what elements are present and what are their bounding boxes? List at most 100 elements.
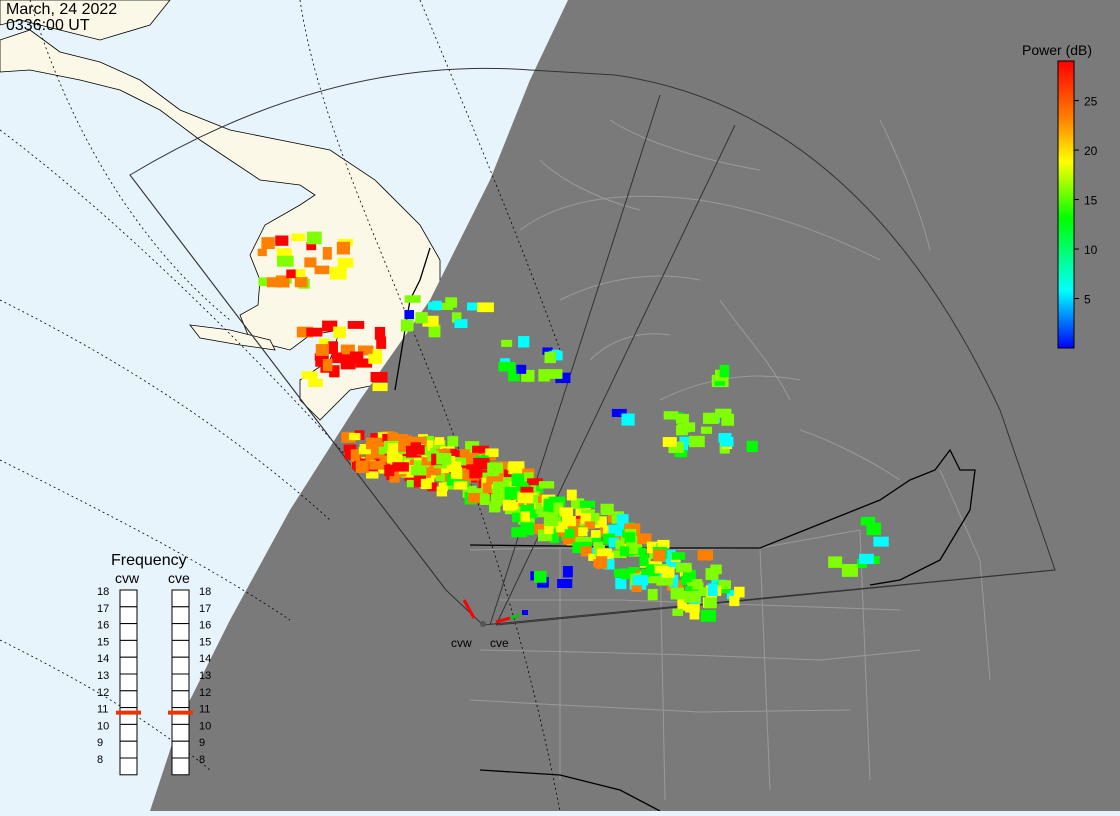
scatter-cell (535, 503, 546, 514)
frequency-cell (119, 707, 138, 725)
scatter-cell (407, 446, 423, 454)
radar-sites: cvw cve (451, 599, 528, 650)
scatter-cell (578, 527, 588, 537)
scatter-cell (490, 493, 502, 507)
scatter-cell (555, 521, 568, 533)
scatter-cell (387, 432, 398, 444)
frequency-cell (119, 589, 138, 608)
night-shade (150, 0, 1120, 811)
chukotka-coast (0, 0, 171, 41)
frequency-column-cvw: cvw (115, 570, 140, 586)
frequency-level-right: 13 (199, 670, 211, 682)
frequency-level-left: 18 (97, 586, 109, 598)
scatter-cell (504, 486, 518, 500)
scatter-cell (579, 500, 596, 508)
cve-site-label: cve (490, 636, 509, 650)
scatter-cell (596, 548, 612, 559)
scatter-cell (498, 361, 516, 372)
cvw-site-label: cvw (451, 636, 472, 650)
scatter-cell (404, 295, 421, 303)
scatter-cell (689, 435, 705, 448)
scatter-cell (516, 364, 527, 374)
colorbar-gradient (1057, 60, 1075, 349)
scatter-cell (420, 478, 432, 490)
scatter-cell (663, 411, 679, 420)
scatter-cell (580, 546, 593, 557)
scatter-cell (508, 461, 525, 475)
scatter-cell (347, 320, 365, 329)
scatter-cell (314, 265, 330, 275)
scatter-cell (372, 382, 388, 392)
scatter-cell (428, 467, 442, 476)
scatter-cell (337, 257, 354, 268)
frequency-cell (119, 623, 138, 641)
scatter-cell (369, 460, 386, 470)
scatter-cell (543, 513, 559, 527)
frequency-level-left: 9 (97, 737, 103, 749)
scatter-cell (355, 358, 373, 368)
frequency-level-left: 17 (97, 603, 109, 615)
scatter-cell (544, 524, 554, 535)
scatter-cell (477, 302, 494, 313)
scatter-cell (413, 475, 426, 488)
scatter-cell (374, 326, 386, 340)
scatter-cell (355, 460, 370, 473)
scatter-cell (575, 536, 592, 545)
colorbar-tick-label: 15 (1084, 194, 1098, 208)
scatter-cell (501, 339, 513, 347)
frequency-panel: Frequency cvw cve 18 18 17 17 16 16 15 15 14 14 13… (97, 552, 211, 776)
scatter-cell (631, 547, 646, 556)
scatter-cell (647, 588, 658, 601)
scatter-cell (415, 312, 428, 324)
scatter-cell (608, 524, 624, 536)
scatter-cell (436, 486, 448, 497)
frequency-cell (171, 690, 190, 709)
scatter-cell (521, 369, 535, 382)
scatter-cell (291, 233, 306, 242)
scatter-cell (628, 567, 640, 576)
scatter-cell (286, 269, 296, 279)
scatter-cell (275, 235, 289, 246)
colorbar-ticks: 25 20 15 10 5 (1074, 95, 1098, 307)
frequency-cell (119, 606, 138, 625)
scatter-cell (438, 482, 448, 492)
scatter-cell (365, 452, 375, 465)
scatter-cell (662, 437, 677, 447)
scatter-cell (683, 590, 701, 603)
scatter-cell (487, 462, 503, 474)
frequency-level-right: 17 (199, 603, 211, 615)
scatter-cell (828, 556, 843, 568)
scatter-cell (729, 595, 740, 607)
scatter-cell (473, 457, 490, 470)
scatter-cell (544, 351, 556, 364)
scatter-cell (561, 516, 577, 527)
scatter-cell (566, 489, 577, 501)
scatter-cell (520, 486, 534, 497)
scatter-cell (445, 461, 462, 473)
scatter-cell (514, 506, 524, 519)
scatter-cell (294, 276, 308, 288)
scatter-cell (672, 608, 684, 616)
scatter-cell (555, 372, 571, 384)
scatter-cell (603, 558, 615, 570)
scatter-cell (333, 326, 346, 339)
frequency-level-right: 11 (199, 704, 210, 716)
scatter-cell (620, 568, 631, 580)
scatter-cell (307, 231, 322, 245)
scatter-cell (301, 371, 318, 379)
scatter-cell (296, 326, 313, 338)
cve-beam-far (522, 610, 528, 615)
frequency-grid: 18 18 17 17 16 16 15 15 14 14 13 13 12 12 11 11 10 10 9 9 8 8 (97, 586, 211, 776)
scatter-cell (564, 529, 575, 539)
frequency-level-right: 9 (199, 737, 205, 749)
scatter-cell (557, 579, 573, 588)
frequency-level-left: 15 (97, 636, 109, 648)
frequency-level-left: 13 (97, 670, 109, 682)
frequency-level-left: 8 (97, 754, 103, 766)
scatter-cell (537, 529, 553, 542)
scatter-cell (548, 496, 566, 507)
scatter-cell (715, 408, 732, 418)
scatter-cell (257, 248, 267, 257)
scatter-cell (350, 449, 360, 461)
